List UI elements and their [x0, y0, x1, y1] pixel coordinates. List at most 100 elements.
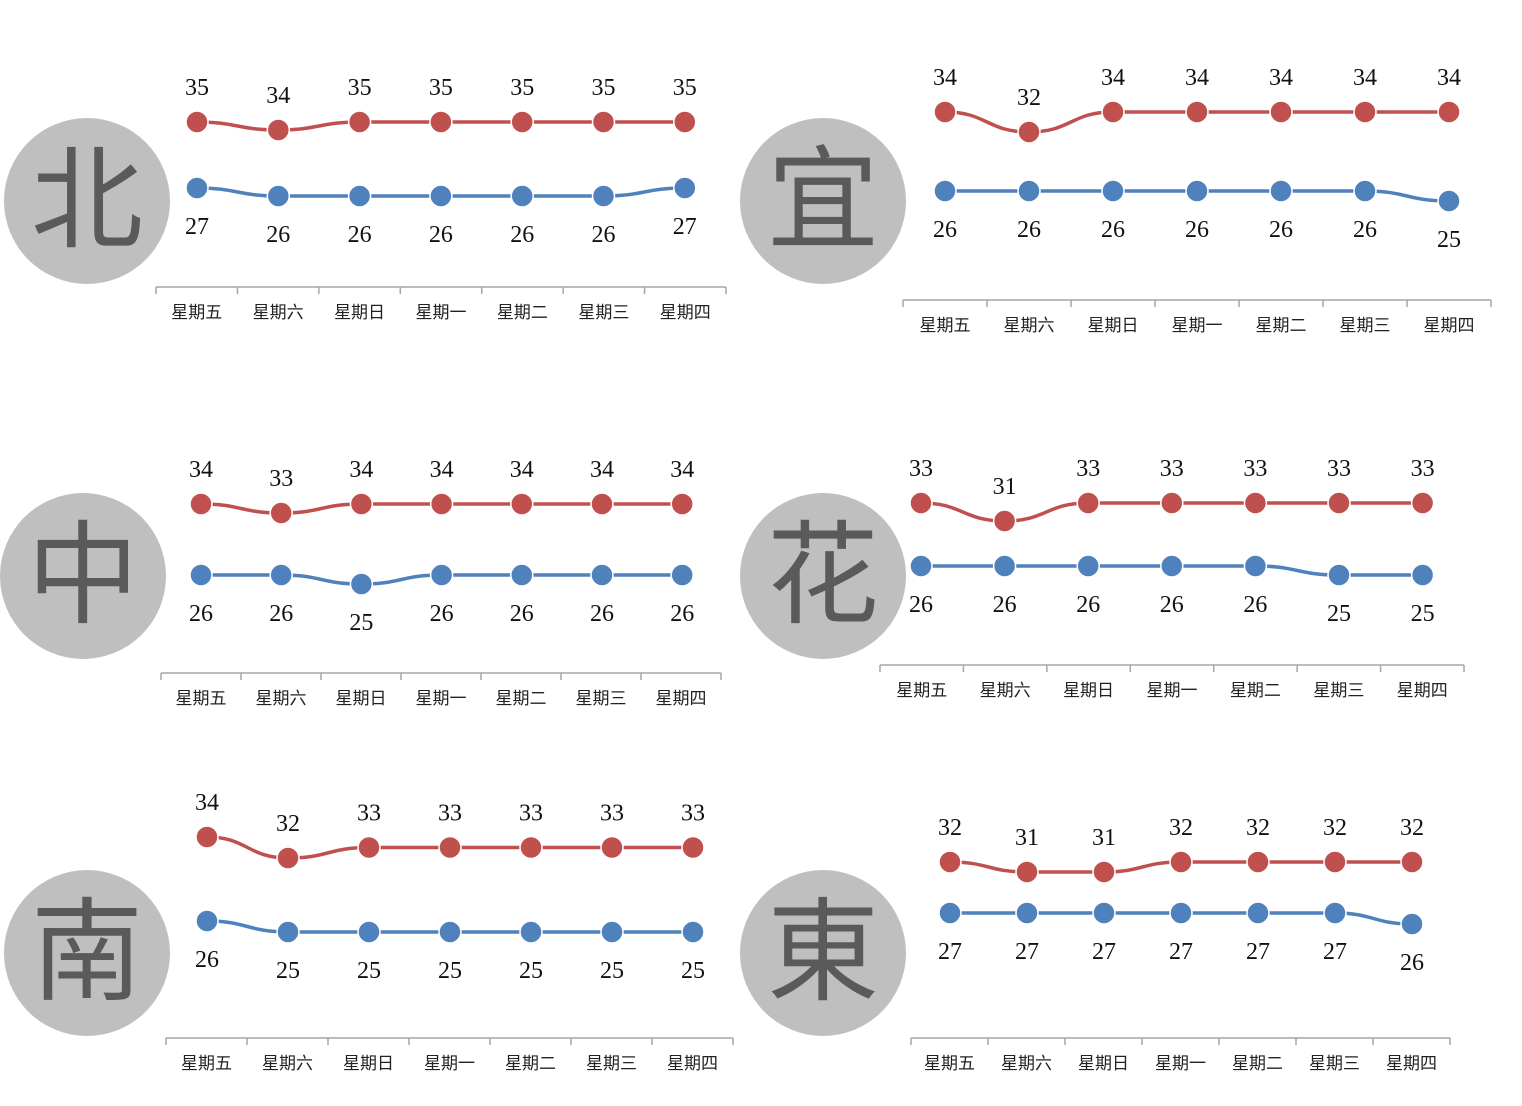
high-temp-label: 34: [670, 457, 694, 483]
x-tick-label: 星期日: [1088, 316, 1139, 336]
low-temp-label: 26: [269, 601, 293, 627]
x-tick-label: 星期二: [1230, 681, 1281, 701]
low-temp-point: [1015, 901, 1039, 925]
high-temp-point: [933, 100, 957, 124]
low-temp-line: [195, 186, 687, 198]
high-temp-point: [510, 492, 534, 516]
low-temp-label: 25: [1327, 601, 1351, 627]
high-temp-point: [670, 492, 694, 516]
high-temp-label: 31: [1015, 825, 1039, 851]
high-temp-label: 35: [592, 75, 616, 101]
high-temp-label: 35: [510, 75, 534, 101]
x-tick-label: 星期四: [667, 1054, 718, 1074]
high-temp-point: [185, 110, 209, 134]
x-tick-label: 星期日: [336, 689, 387, 709]
high-temp-point: [519, 835, 543, 860]
low-temp-label: 26: [510, 222, 534, 248]
high-temp-label: 35: [348, 75, 372, 101]
high-temp-label: 33: [519, 801, 543, 827]
high-temp-line: [919, 501, 1425, 523]
high-temp-point: [1017, 120, 1041, 144]
high-temp-label: 34: [1101, 65, 1125, 91]
high-temp-line: [948, 860, 1414, 874]
x-tick-label: 星期二: [496, 689, 547, 709]
high-temp-label: 34: [430, 457, 454, 483]
high-temp-label: 34: [1185, 65, 1209, 91]
x-tick-label: 星期五: [171, 303, 222, 323]
x-tick-label: 星期四: [1397, 681, 1448, 701]
high-temp-label: 32: [1323, 815, 1347, 841]
low-temp-point: [347, 184, 372, 208]
high-temp-label: 31: [1092, 825, 1116, 851]
high-temp-point: [349, 492, 374, 516]
x-tick-label: 星期二: [497, 303, 548, 323]
x-tick-label: 星期一: [1155, 1054, 1206, 1074]
low-temp-point: [933, 179, 957, 203]
low-temp-label: 26: [933, 217, 957, 243]
x-tick-label: 星期四: [660, 303, 711, 323]
region-name: 中: [27, 511, 139, 641]
high-temp-label: 33: [1160, 456, 1184, 482]
region-circle: 南: [4, 870, 170, 1036]
low-temp-label: 26: [430, 601, 454, 627]
high-temp-label: 33: [600, 801, 624, 827]
x-tick-label: 星期三: [576, 689, 627, 709]
high-temp-point: [1269, 100, 1293, 124]
x-tick-label: 星期六: [980, 681, 1031, 701]
low-temp-label: 27: [1246, 939, 1270, 965]
low-temp-label: 26: [1185, 217, 1209, 243]
low-temp-point: [909, 554, 933, 578]
low-temp-label: 26: [266, 222, 290, 248]
x-tick-label: 星期三: [586, 1054, 637, 1074]
low-temp-label: 25: [276, 958, 300, 984]
high-temp-point: [1101, 100, 1125, 124]
low-temp-point: [1437, 189, 1461, 213]
high-temp-label: 33: [1243, 456, 1267, 482]
high-temp-label: 35: [673, 75, 697, 101]
high-temp-line: [943, 110, 1451, 134]
high-temp-label: 33: [438, 801, 462, 827]
low-temp-label: 26: [195, 947, 219, 973]
high-temp-point: [269, 501, 293, 525]
low-temp-label: 27: [938, 939, 962, 965]
low-temp-point: [429, 184, 453, 208]
high-temp-point: [1160, 491, 1184, 515]
x-tick-label: 星期五: [176, 689, 227, 709]
low-temp-point: [1327, 563, 1351, 587]
low-temp-point: [1400, 912, 1424, 936]
low-temp-label: 25: [1411, 601, 1435, 627]
high-temp-label: 35: [429, 75, 453, 101]
low-temp-label: 26: [1017, 217, 1041, 243]
high-temp-point: [1246, 850, 1270, 874]
x-tick-label: 星期二: [505, 1054, 556, 1074]
low-temp-label: 27: [1169, 939, 1193, 965]
high-temp-label: 34: [510, 457, 534, 483]
x-tick-label: 星期六: [256, 689, 307, 709]
x-tick-label: 星期一: [424, 1054, 475, 1074]
low-temp-point: [992, 554, 1017, 578]
x-tick-label: 星期五: [924, 1054, 975, 1074]
region-circle: 東: [740, 870, 906, 1036]
low-temp-point: [1017, 179, 1041, 203]
x-tick-label: 星期一: [1147, 681, 1198, 701]
high-temp-point: [992, 509, 1017, 533]
high-temp-label: 34: [1269, 65, 1293, 91]
high-temp-label: 32: [276, 811, 300, 837]
high-temp-point: [276, 846, 300, 870]
high-temp-label: 34: [1353, 65, 1377, 91]
high-temp-point: [438, 835, 462, 860]
high-temp-point: [1243, 491, 1268, 515]
low-temp-label: 25: [681, 958, 705, 984]
high-temp-label: 34: [1437, 65, 1461, 91]
low-temp-point: [269, 563, 293, 587]
x-tick-label: 星期四: [1424, 316, 1475, 336]
high-temp-point: [1353, 100, 1377, 124]
x-tick-label: 星期三: [1313, 681, 1364, 701]
x-tick-label: 星期一: [416, 689, 467, 709]
low-temp-label: 26: [1400, 950, 1424, 976]
low-temp-point: [195, 909, 219, 933]
region-circle: 北: [4, 118, 170, 284]
region-circle: 宜: [740, 118, 906, 284]
region-name: 南: [31, 888, 143, 1018]
